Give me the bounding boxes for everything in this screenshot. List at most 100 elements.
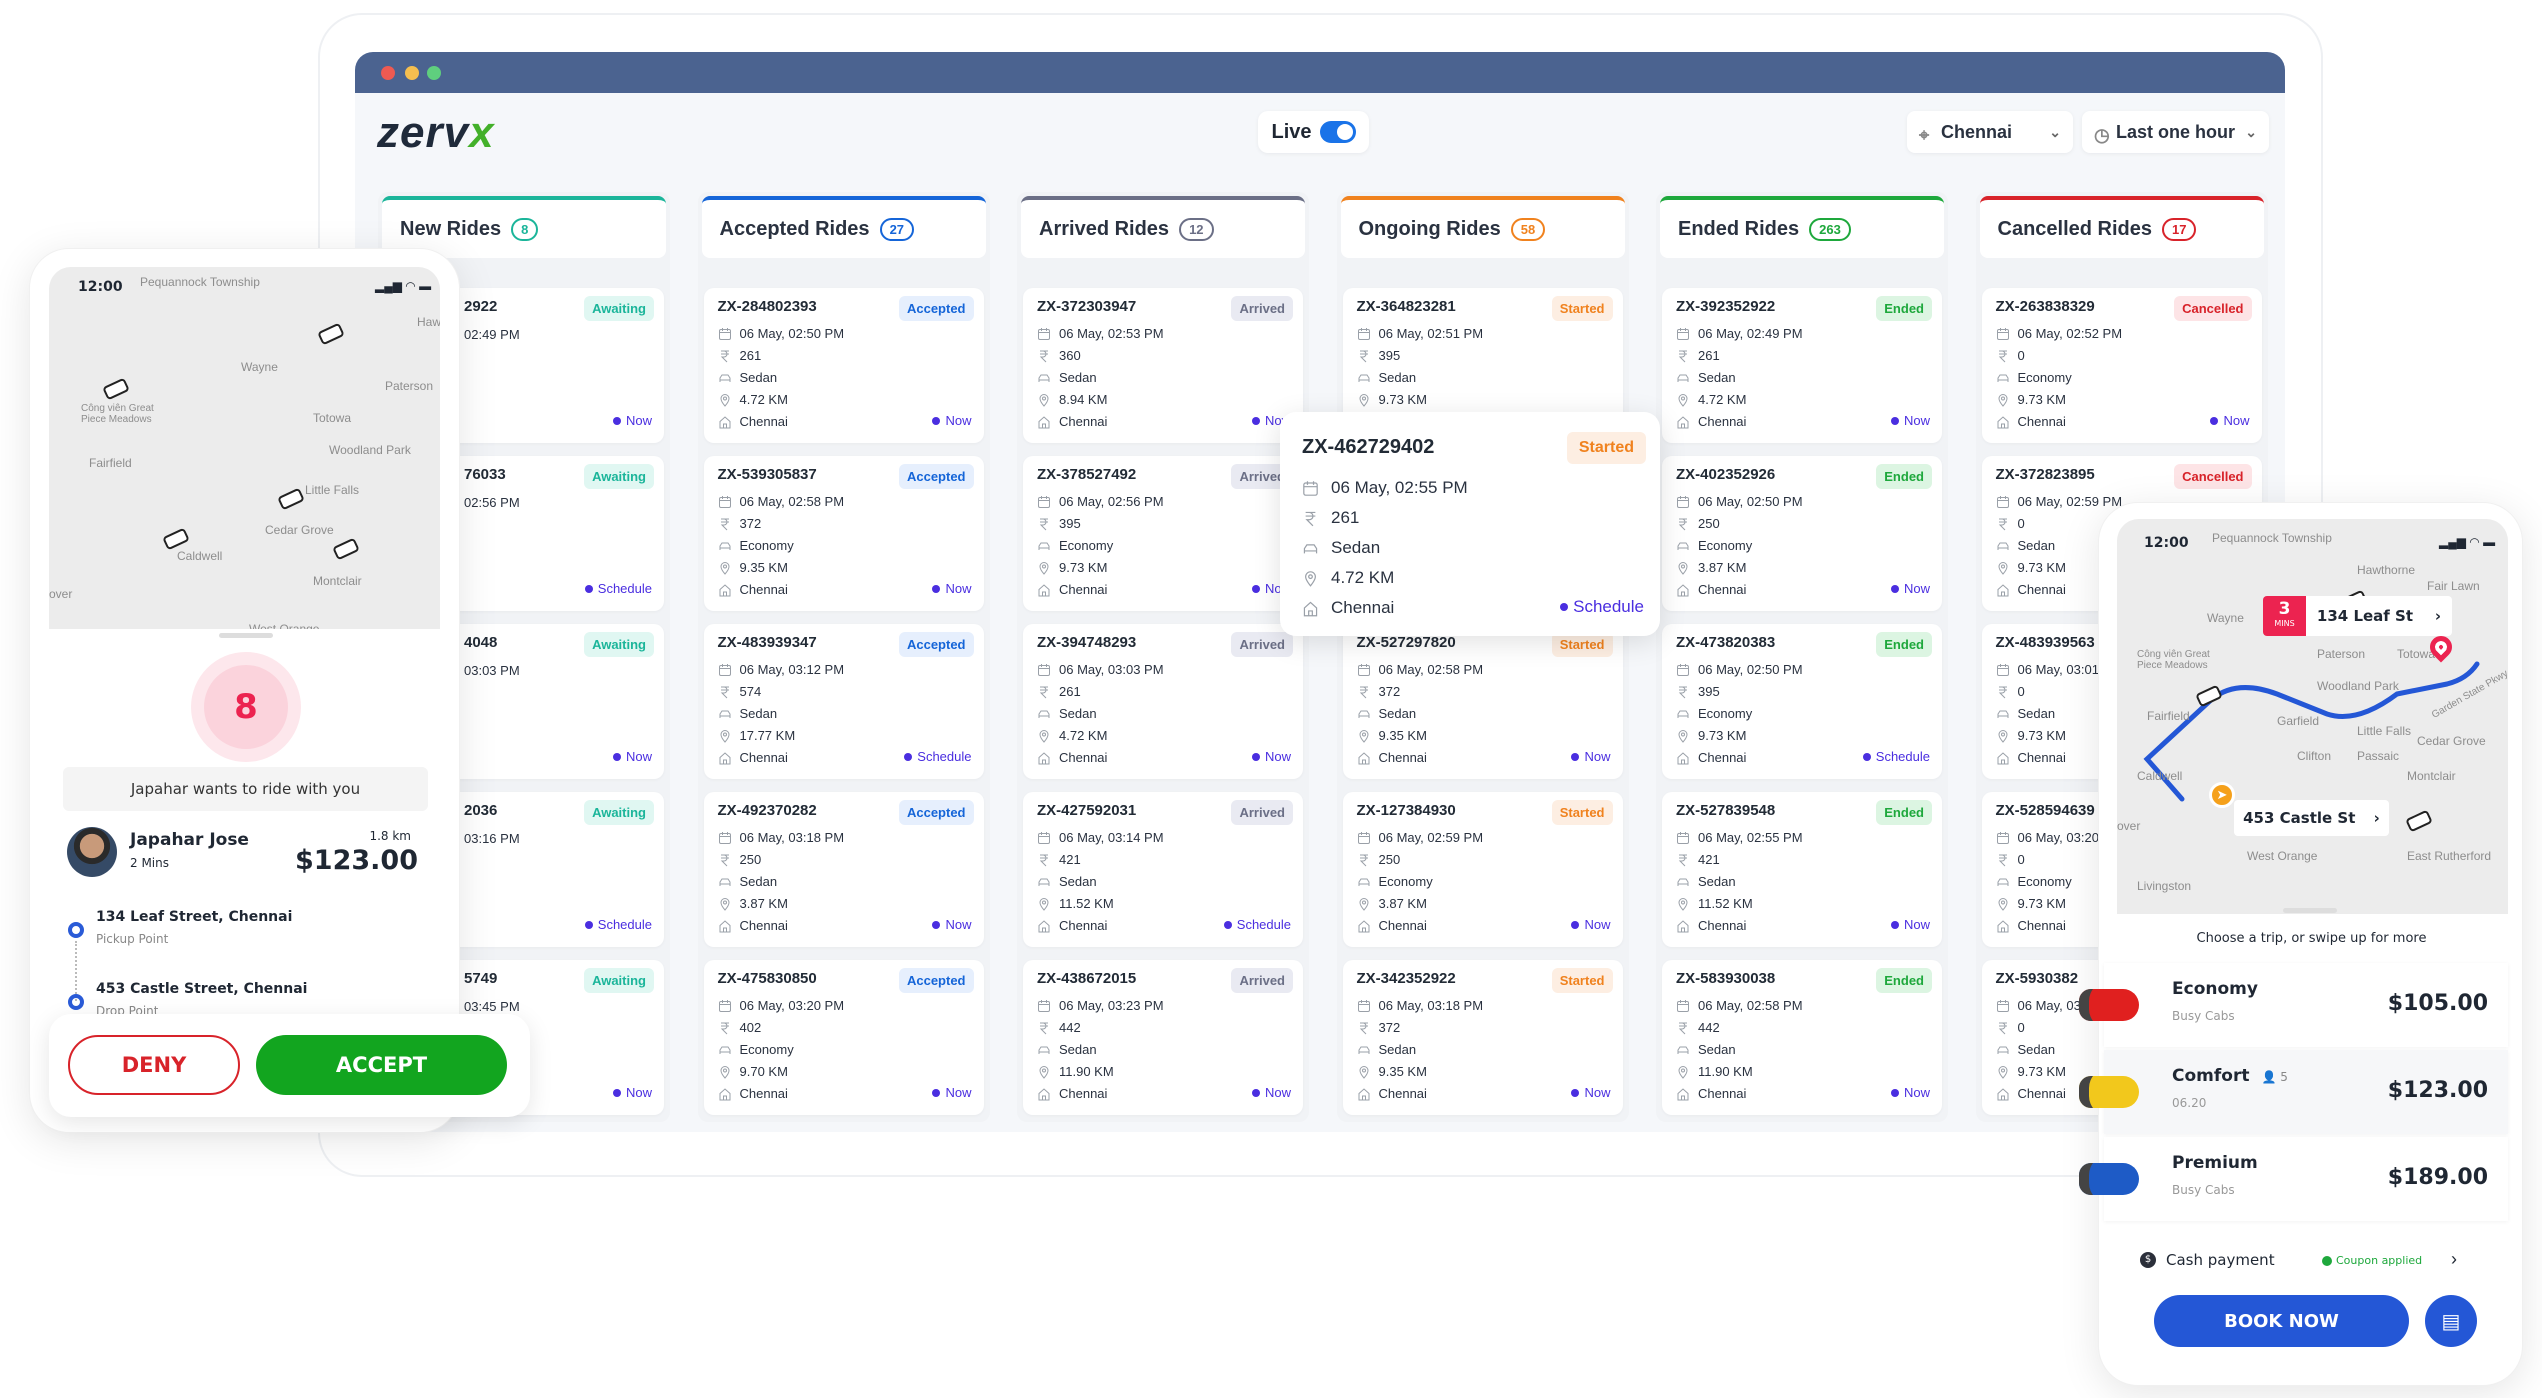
- ride-date: 06 May, 03:23 PM: [1037, 998, 1164, 1013]
- ride-card[interactable]: ZX-392352922 Ended 06 May, 02:49 PM 261 Seda…: [1662, 288, 1942, 443]
- drag-handle[interactable]: [2283, 908, 2337, 913]
- pin-icon: [1676, 1065, 1690, 1079]
- ride-date: 06 May, 02:50 PM: [1676, 662, 1803, 677]
- ride-id: ZX-483939347: [717, 634, 817, 651]
- map-place-label: Totowa: [313, 411, 352, 425]
- ride-card[interactable]: ZX-394748293 Arrived 06 May, 03:03 PM 261 Se…: [1023, 624, 1303, 779]
- car-icon: [1037, 707, 1051, 721]
- close-window-dot[interactable]: [381, 66, 395, 80]
- ride-card[interactable]: ZX-263838329 Cancelled 06 May, 02:52 PM 0 Ec…: [1981, 288, 2262, 443]
- ride-dist: 3.87 KM: [1357, 896, 1427, 911]
- accept-button[interactable]: ACCEPT: [256, 1035, 507, 1095]
- ride-type: Economy: [1996, 874, 2072, 889]
- car-icon: [1676, 1043, 1690, 1057]
- ride-card[interactable]: ZX-483939347 Accepted 06 May, 03:12 PM 574 S…: [703, 624, 984, 779]
- ride-card[interactable]: ZX-438672015 Arrived 06 May, 03:23 PM 442 Se…: [1023, 960, 1303, 1115]
- map-place-label: Clifton: [2297, 749, 2332, 763]
- payment-method[interactable]: $ Cash payment: [2140, 1251, 2275, 1269]
- ride-card[interactable]: ZX-473820383 Ended 06 May, 02:50 PM 395 Econ…: [1662, 624, 1942, 779]
- ride-card[interactable]: ZX-539305837 Accepted 06 May, 02:58 PM 372 E…: [703, 456, 984, 611]
- rupee-icon: [1037, 1021, 1051, 1035]
- map-place-label: Cedar Grove: [265, 523, 334, 537]
- ride-timing-schedule: Schedule: [1560, 597, 1644, 617]
- home-icon: [1037, 751, 1051, 765]
- ride-card[interactable]: ZX-372303947 Arrived 06 May, 02:53 PM 360 Se…: [1023, 288, 1303, 443]
- ride-card[interactable]: ZX-378527492 Arrived 06 May, 02:56 PM 395 Ec…: [1023, 456, 1303, 611]
- ride-card[interactable]: ZX-492370282 Accepted 06 May, 03:18 PM 250 S…: [703, 792, 984, 947]
- ride-card[interactable]: ZX-342352922 Started 06 May, 03:18 PM 372 Se…: [1342, 960, 1623, 1115]
- ride-city: Chennai: [1357, 750, 1427, 765]
- ride-city: Chennai: [1037, 750, 1107, 765]
- calendar-icon: [1357, 831, 1371, 845]
- ride-card[interactable]: ZX-402352926 Ended 06 May, 02:50 PM 250 Econ…: [1662, 456, 1942, 611]
- ride-option-premium[interactable]: Premium Busy Cabs $189.00: [2079, 1137, 2508, 1221]
- time-range-value: Last one hour: [2116, 121, 2236, 142]
- rupee-icon: [1357, 853, 1371, 867]
- status-badge: Arrived: [1231, 800, 1293, 825]
- rupee-icon: [1357, 685, 1371, 699]
- origin-chip[interactable]: 453 Castle St ›: [2234, 800, 2389, 836]
- map-place-label: West Orange: [2247, 849, 2318, 863]
- trip-prompt: Choose a trip, or swipe up for more: [2196, 931, 2427, 946]
- deny-button[interactable]: DENY: [68, 1035, 240, 1095]
- calendar-icon: [1357, 327, 1371, 341]
- countdown-timer: 8: [191, 652, 301, 762]
- type-value: Sedan: [739, 874, 778, 889]
- ride-timing-now: Now: [1891, 581, 1930, 596]
- home-icon: [718, 1087, 732, 1101]
- fare-value: 395: [1059, 516, 1081, 531]
- ride-card[interactable]: ZX-527839548 Ended 06 May, 02:55 PM 421 Seda…: [1662, 792, 1942, 947]
- dist-value: 11.52 KM: [1059, 896, 1114, 911]
- ride-card[interactable]: ZX-127384930 Started 06 May, 02:59 PM 250 Ec…: [1342, 792, 1623, 947]
- ride-id: ZX-438672015: [1037, 970, 1137, 987]
- chevron-right-icon[interactable]: ›: [2451, 1249, 2457, 1269]
- rider-map[interactable]: Pequannock Township Wayne Hawthorne Fair La…: [2117, 519, 2508, 914]
- car-icon: [1037, 371, 1051, 385]
- ride-timing-now: Now: [932, 581, 971, 596]
- ride-card[interactable]: ZX-427592031 Arrived 06 May, 03:14 PM 421 Se…: [1023, 792, 1303, 947]
- calendar-icon: [1676, 327, 1690, 341]
- ride-detail-popover[interactable]: ZX-462729402 Started 06 May, 02:55 PM 261 Se…: [1280, 412, 1660, 636]
- type-value: Sedan: [2017, 538, 2056, 553]
- ride-timing-now: Now: [1571, 1085, 1610, 1100]
- maximize-window-dot[interactable]: [427, 66, 441, 80]
- ride-timing-now: Now: [613, 1085, 652, 1100]
- live-toggle[interactable]: Live: [1258, 111, 1369, 153]
- ride-id: 76033: [464, 466, 506, 483]
- book-now-button[interactable]: BOOK NOW: [2154, 1295, 2409, 1347]
- ride-card[interactable]: ZX-475830850 Accepted 06 May, 03:20 PM 402 E…: [703, 960, 984, 1115]
- map-place-label: Wayne: [241, 360, 278, 374]
- fare-value: 402: [739, 1020, 762, 1035]
- ride-card[interactable]: ZX-527297820 Started 06 May, 02:58 PM 372 Se…: [1342, 624, 1623, 779]
- city-dropdown[interactable]: ⌖ Chennai ⌄: [1907, 111, 2073, 153]
- drag-handle[interactable]: [219, 633, 273, 638]
- ride-option-economy[interactable]: Economy Busy Cabs $105.00: [2079, 963, 2508, 1047]
- ride-date: 06 May, 02:59 PM: [1357, 830, 1483, 845]
- route-connector: [75, 941, 77, 1001]
- fare-value: 0: [2017, 348, 2025, 363]
- chevron-down-icon: ⌄: [2049, 123, 2061, 140]
- car-icon: [1037, 875, 1051, 889]
- minimize-window-dot[interactable]: [405, 66, 419, 80]
- column-count-badge: 8: [511, 217, 539, 241]
- pin-icon: [718, 393, 732, 407]
- destination-chip[interactable]: 134 Leaf St ›: [2306, 596, 2452, 636]
- pin-icon: [1037, 1065, 1051, 1079]
- ride-dist: 4.72 KM: [718, 392, 788, 407]
- car-image: [2079, 1163, 2139, 1195]
- ride-option-comfort[interactable]: Comfort 👤 5 06.20 $123.00: [2079, 1050, 2508, 1134]
- option-price: $189.00: [2387, 1165, 2488, 1190]
- home-icon: [1357, 919, 1371, 933]
- taxi-marker-icon: [317, 322, 345, 346]
- ride-card[interactable]: ZX-284802393 Accepted 06 May, 02:50 PM 261 S…: [703, 288, 984, 443]
- toggle-switch[interactable]: [1319, 121, 1356, 143]
- ride-date: 06 May, 02:49 PM: [1676, 326, 1803, 341]
- date-value: 06 May, 03:18 PM: [1378, 998, 1484, 1013]
- ride-card[interactable]: ZX-583930038 Ended 06 May, 02:58 PM 442 Seda…: [1662, 960, 1942, 1115]
- time-range-dropdown[interactable]: ◷ Last one hour ⌄: [2082, 111, 2269, 153]
- calendar-icon: [1676, 663, 1690, 677]
- type-value: Sedan: [1378, 370, 1417, 385]
- schedule-calendar-button[interactable]: ▤: [2425, 1295, 2477, 1347]
